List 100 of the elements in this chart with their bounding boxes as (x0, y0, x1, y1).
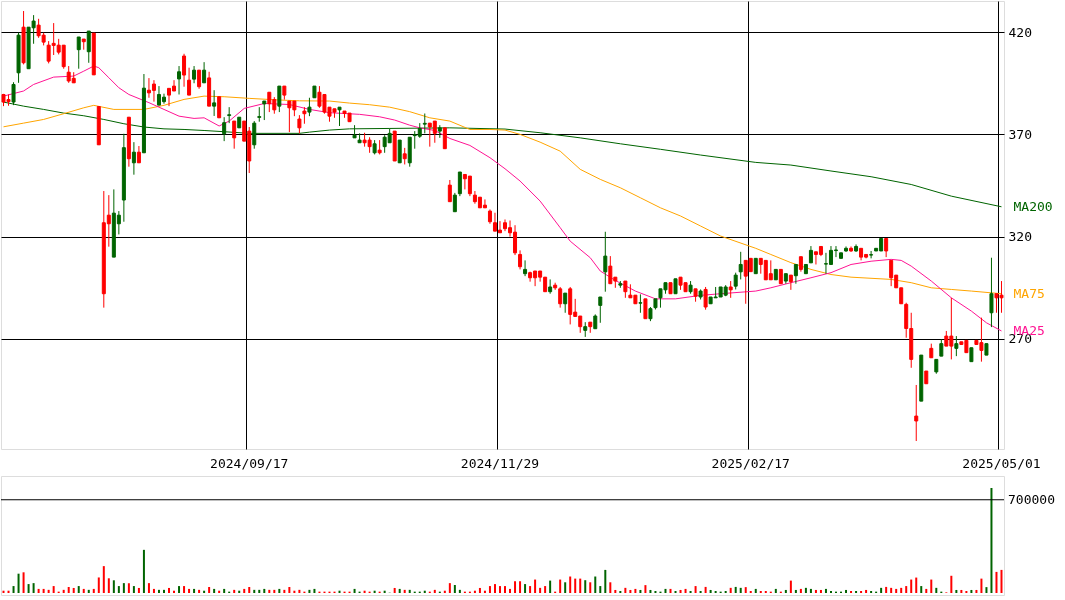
bar (739, 587, 742, 593)
bar (97, 577, 100, 593)
candlestick (839, 252, 844, 259)
bar (278, 588, 281, 593)
candlestick (954, 335, 959, 357)
bar (458, 589, 461, 593)
candlestick (924, 370, 929, 385)
bar (17, 573, 20, 593)
bar (734, 586, 737, 593)
bar (157, 589, 160, 593)
bar (624, 587, 627, 593)
candlestick (312, 85, 317, 99)
bar (694, 586, 697, 593)
bar (809, 588, 812, 593)
bar (960, 589, 963, 593)
bar (67, 587, 70, 593)
candlestick (437, 124, 442, 139)
bar (137, 587, 140, 593)
bar (814, 589, 817, 593)
bar (865, 589, 868, 593)
bar (915, 577, 918, 593)
candlestick (377, 139, 382, 155)
bar (268, 589, 271, 593)
bar (985, 587, 988, 593)
bar (559, 579, 562, 593)
bar (544, 586, 547, 593)
bar (569, 576, 572, 593)
bar (147, 583, 150, 593)
candlestick (618, 280, 623, 289)
bar (178, 586, 181, 593)
bar (198, 589, 201, 593)
bar (62, 589, 65, 593)
candlestick (673, 278, 678, 295)
bar (408, 589, 411, 593)
bar (704, 586, 707, 593)
bar (599, 586, 602, 593)
candlestick (803, 263, 808, 275)
bar (142, 549, 145, 593)
bar (754, 588, 757, 593)
bar (152, 588, 155, 593)
y-tick-label: 320 (1008, 229, 1032, 245)
bar (524, 584, 527, 593)
bar (639, 589, 642, 593)
bar (488, 586, 491, 593)
bar (684, 588, 687, 593)
candlestick (703, 286, 708, 311)
bar (574, 578, 577, 593)
bar (42, 588, 45, 593)
bar (313, 588, 316, 593)
x-tick-label: 2024/11/29 (460, 455, 540, 471)
bar (629, 589, 632, 593)
candlestick (262, 100, 267, 121)
bar (905, 586, 908, 593)
candlestick (392, 130, 397, 162)
x-tick-label: 2025/05/01 (962, 455, 1041, 471)
bar (634, 588, 637, 593)
bar (669, 588, 672, 593)
line-series (3, 65, 1002, 332)
candlestick (91, 32, 96, 76)
bar (393, 587, 396, 593)
bar (744, 587, 747, 593)
bar (193, 588, 196, 593)
bar (27, 584, 30, 593)
bar (288, 587, 291, 593)
candlestick (693, 288, 698, 303)
bar (990, 488, 993, 593)
bar (403, 589, 406, 593)
bar (398, 588, 401, 593)
bar (925, 588, 928, 593)
bar (784, 589, 787, 593)
bar (208, 587, 211, 593)
bar (448, 583, 451, 593)
bar (774, 588, 777, 593)
candlestick (352, 124, 357, 139)
bar (273, 589, 276, 593)
bar (263, 588, 266, 593)
bar (243, 588, 246, 593)
candlestick (919, 354, 924, 402)
bar (589, 582, 592, 593)
bar (1000, 569, 1003, 593)
bar (819, 589, 822, 593)
candlestick (643, 298, 648, 320)
bar (885, 586, 888, 593)
bar (132, 586, 135, 593)
bar (82, 588, 85, 593)
candlestick (227, 106, 232, 124)
candlestick (16, 32, 21, 84)
bar (609, 582, 612, 593)
bar (248, 587, 251, 593)
bar (799, 588, 802, 593)
bar (534, 579, 537, 593)
bar (213, 588, 216, 593)
bar (955, 589, 958, 593)
bar (22, 572, 25, 593)
candlestick (442, 127, 447, 150)
bar (539, 587, 542, 593)
bar (433, 589, 436, 593)
y-tick-label: 370 (1008, 126, 1032, 142)
bar (168, 587, 170, 593)
bar (709, 589, 712, 593)
